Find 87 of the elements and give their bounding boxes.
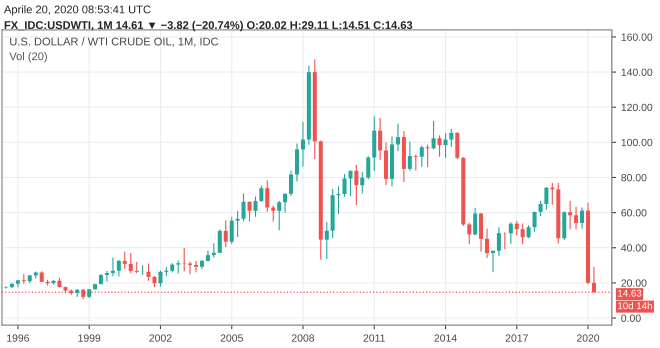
annotation: Vol (20) xyxy=(9,52,47,62)
candlestick xyxy=(580,206,584,230)
candlestick xyxy=(230,216,234,245)
candlestick xyxy=(485,228,490,258)
y-tick-label: 160.00 xyxy=(622,33,652,41)
candlestick xyxy=(520,222,525,245)
candlestick xyxy=(544,186,548,210)
candlestick xyxy=(550,182,554,206)
candlestick xyxy=(57,277,62,288)
candlestick xyxy=(438,134,442,158)
candlestick xyxy=(378,117,382,160)
candlestick xyxy=(490,250,496,273)
candlestick xyxy=(134,261,139,274)
candlestick xyxy=(396,123,400,152)
candlestick xyxy=(444,132,448,158)
x-tick-label: 2020 xyxy=(576,334,600,342)
candlestick xyxy=(288,170,294,196)
y-tick-label: 100.00 xyxy=(622,138,652,146)
candlestick xyxy=(502,232,507,250)
candlestick xyxy=(426,144,430,168)
candlestick xyxy=(354,164,358,206)
candlestick xyxy=(574,206,578,230)
candlestick xyxy=(98,274,103,285)
chart-subtitle: Aprile 20, 2020 08:53:41 UTC FX_IDC:USDWTI, 1M 14.61 ▼ −3.82 (−20.74%) O:20.02 H:29.11 L:14.51 C:14.63 xyxy=(4,5,412,32)
candlestick xyxy=(40,270,44,283)
candlestick xyxy=(283,192,288,214)
x-tick-label: 2011 xyxy=(364,334,385,342)
text: U.S. DOLLAR / WTI CRUDE OIL, 1M, IDC xyxy=(10,37,218,47)
candlestick xyxy=(342,173,347,198)
candlestick xyxy=(420,144,424,168)
x-tick-label: 2017 xyxy=(506,334,528,342)
y-tick-label: 80.00 xyxy=(621,174,647,182)
candlestick xyxy=(467,222,472,245)
candlestick xyxy=(116,259,121,277)
candlestick xyxy=(253,196,258,218)
candlestick xyxy=(182,247,186,272)
candlestick xyxy=(158,270,162,288)
candlestick xyxy=(87,288,92,299)
candlestick xyxy=(514,220,519,236)
x-tick-label: 1999 xyxy=(78,334,100,342)
candlestick xyxy=(259,185,264,203)
candlestick xyxy=(360,172,364,194)
candlestick xyxy=(408,141,412,172)
x-tick-label: 1996 xyxy=(7,334,30,342)
candlestick xyxy=(532,211,537,232)
candlestick xyxy=(247,200,252,222)
y-tick-label: 20.00 xyxy=(621,279,647,287)
y-tick-label: 120.00 xyxy=(622,104,652,112)
candlestick xyxy=(473,207,478,236)
y-tick-label: 0.00 xyxy=(621,314,641,322)
candlestick xyxy=(218,228,222,254)
candlestick xyxy=(176,260,180,274)
candlestick xyxy=(414,154,418,172)
candlestick xyxy=(432,120,436,150)
candlestick xyxy=(146,262,151,282)
candlestick xyxy=(224,220,228,248)
text: 10d 14h xyxy=(618,302,652,310)
candlestick xyxy=(170,262,174,274)
candlestick xyxy=(449,128,454,148)
candlestick xyxy=(122,251,127,270)
candlestick xyxy=(164,266,168,277)
y-tick-label: 40.00 xyxy=(621,244,647,252)
candlestick xyxy=(526,224,531,239)
candlestick xyxy=(265,180,270,212)
ref-line-label: 14.63 xyxy=(618,290,642,297)
candlestick xyxy=(188,261,192,275)
candlestick xyxy=(366,156,370,180)
candlestick xyxy=(324,221,329,260)
y-tick-label: 60.00 xyxy=(621,209,647,216)
y-tick-label: 140.00 xyxy=(622,68,652,76)
candlestick xyxy=(496,226,501,257)
candlestick xyxy=(538,200,543,217)
x-tick-label: 2002 xyxy=(149,334,172,342)
candlestick xyxy=(104,270,109,282)
candlestick xyxy=(22,274,26,284)
candlestick xyxy=(508,222,513,244)
x-tick-label: 2014 xyxy=(434,334,457,342)
candlestick xyxy=(206,250,210,262)
candlestick xyxy=(277,200,282,231)
candlestick xyxy=(128,252,133,274)
x-tick-label: 2005 xyxy=(220,334,243,342)
candlestick xyxy=(348,170,353,196)
x-tick-label: 2008 xyxy=(292,334,314,342)
candlestick xyxy=(242,192,246,222)
candlestick xyxy=(271,205,276,222)
candlestick xyxy=(152,275,157,288)
candlestick xyxy=(300,121,305,168)
